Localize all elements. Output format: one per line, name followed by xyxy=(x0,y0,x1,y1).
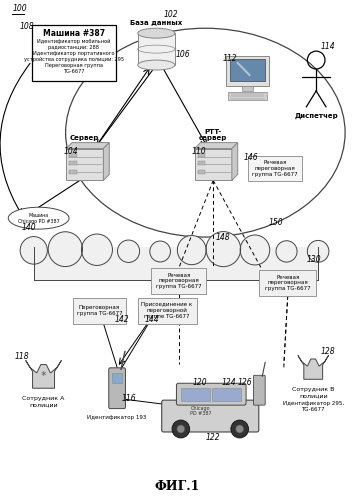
Text: Диспетчер: Диспетчер xyxy=(294,113,338,119)
FancyBboxPatch shape xyxy=(69,171,77,175)
Text: 118: 118 xyxy=(14,352,29,361)
Circle shape xyxy=(118,240,139,262)
FancyBboxPatch shape xyxy=(259,270,316,296)
FancyBboxPatch shape xyxy=(226,56,269,86)
FancyBboxPatch shape xyxy=(112,373,122,383)
Circle shape xyxy=(177,236,206,264)
Text: Идентификатор мобильной
радиостанции: 288
Идентификатор портативного
устройства : Идентификатор мобильной радиостанции: 28… xyxy=(24,39,124,74)
Text: 104: 104 xyxy=(63,147,78,156)
Text: Идентификатор 193: Идентификатор 193 xyxy=(88,415,147,420)
Text: 148: 148 xyxy=(215,233,230,242)
FancyBboxPatch shape xyxy=(162,400,259,432)
FancyBboxPatch shape xyxy=(151,268,207,294)
Text: 102: 102 xyxy=(163,10,178,19)
Text: 116: 116 xyxy=(122,394,137,403)
FancyBboxPatch shape xyxy=(230,59,265,81)
Text: 124: 124 xyxy=(222,378,237,387)
Text: *: * xyxy=(41,371,46,381)
FancyBboxPatch shape xyxy=(228,92,267,100)
FancyBboxPatch shape xyxy=(34,247,318,280)
Circle shape xyxy=(206,232,241,266)
FancyBboxPatch shape xyxy=(69,153,77,157)
Text: 106: 106 xyxy=(176,50,191,59)
FancyBboxPatch shape xyxy=(198,162,205,166)
FancyBboxPatch shape xyxy=(181,388,210,401)
Text: Идентификатор 295,
TG-6677: Идентификатор 295, TG-6677 xyxy=(283,401,344,412)
Text: 144: 144 xyxy=(145,314,159,323)
FancyBboxPatch shape xyxy=(247,156,303,181)
Text: База данных: База данных xyxy=(130,19,183,25)
Text: 140: 140 xyxy=(22,223,37,232)
Circle shape xyxy=(236,425,244,433)
Ellipse shape xyxy=(138,60,175,70)
Text: 122: 122 xyxy=(205,433,220,442)
FancyBboxPatch shape xyxy=(195,149,232,180)
Text: Присоединение к
переговорной
группе TG-6677: Присоединение к переговорной группе TG-6… xyxy=(142,302,193,319)
Circle shape xyxy=(20,237,47,264)
FancyBboxPatch shape xyxy=(253,375,265,405)
Text: 142: 142 xyxy=(114,314,129,323)
Text: 110: 110 xyxy=(192,147,206,156)
FancyBboxPatch shape xyxy=(198,171,205,175)
Polygon shape xyxy=(195,143,238,149)
Text: Речевая
переговорная
группа TG-6677: Речевая переговорная группа TG-6677 xyxy=(265,274,311,291)
Circle shape xyxy=(177,425,185,433)
Polygon shape xyxy=(298,355,329,379)
Text: 114: 114 xyxy=(321,42,336,51)
Ellipse shape xyxy=(138,28,175,38)
Ellipse shape xyxy=(8,207,69,229)
Circle shape xyxy=(240,235,270,265)
Text: Сервер: Сервер xyxy=(70,135,100,141)
Text: 108: 108 xyxy=(20,22,35,31)
Text: 126: 126 xyxy=(238,378,252,387)
FancyBboxPatch shape xyxy=(176,383,246,405)
Circle shape xyxy=(48,232,83,266)
Text: 128: 128 xyxy=(321,347,336,356)
Text: Chicago
PD #387: Chicago PD #387 xyxy=(190,406,211,417)
FancyBboxPatch shape xyxy=(66,149,103,180)
Text: 146: 146 xyxy=(244,154,258,163)
Text: Машина
Chicago PD #387: Машина Chicago PD #387 xyxy=(18,213,59,224)
Circle shape xyxy=(307,241,329,262)
FancyBboxPatch shape xyxy=(198,153,205,157)
Text: Сотрудник А
полиции: Сотрудник А полиции xyxy=(22,396,65,407)
Polygon shape xyxy=(66,143,109,149)
FancyBboxPatch shape xyxy=(73,298,126,323)
Text: 100: 100 xyxy=(12,4,27,13)
FancyBboxPatch shape xyxy=(212,388,241,401)
FancyBboxPatch shape xyxy=(109,368,125,409)
Circle shape xyxy=(150,241,170,262)
Polygon shape xyxy=(26,360,61,388)
Circle shape xyxy=(82,234,113,265)
FancyBboxPatch shape xyxy=(138,298,197,323)
Text: 130: 130 xyxy=(306,255,321,264)
Circle shape xyxy=(231,420,249,438)
FancyBboxPatch shape xyxy=(32,25,116,81)
Text: Речевая
переговорная
группа TG-6677: Речевая переговорная группа TG-6677 xyxy=(156,272,202,289)
Circle shape xyxy=(172,420,190,438)
FancyBboxPatch shape xyxy=(242,86,253,91)
Polygon shape xyxy=(232,143,238,180)
Polygon shape xyxy=(103,143,109,180)
Text: PTT-: PTT- xyxy=(205,129,222,135)
Text: 150: 150 xyxy=(269,218,284,227)
Circle shape xyxy=(276,241,297,262)
Text: Переговорная
группа TG-6677: Переговорная группа TG-6677 xyxy=(77,305,122,316)
FancyBboxPatch shape xyxy=(138,33,175,65)
Text: сервер: сервер xyxy=(199,135,227,141)
Text: 120: 120 xyxy=(193,378,207,387)
Text: 112: 112 xyxy=(223,54,238,63)
Text: Речевая
переговорная
группа TG-6677: Речевая переговорная группа TG-6677 xyxy=(252,160,298,177)
Text: ФИГ.1: ФИГ.1 xyxy=(154,480,199,493)
Text: Сотрудник В
полиции: Сотрудник В полиции xyxy=(292,387,334,398)
FancyBboxPatch shape xyxy=(69,162,77,166)
Text: Машина #387: Машина #387 xyxy=(43,29,105,38)
